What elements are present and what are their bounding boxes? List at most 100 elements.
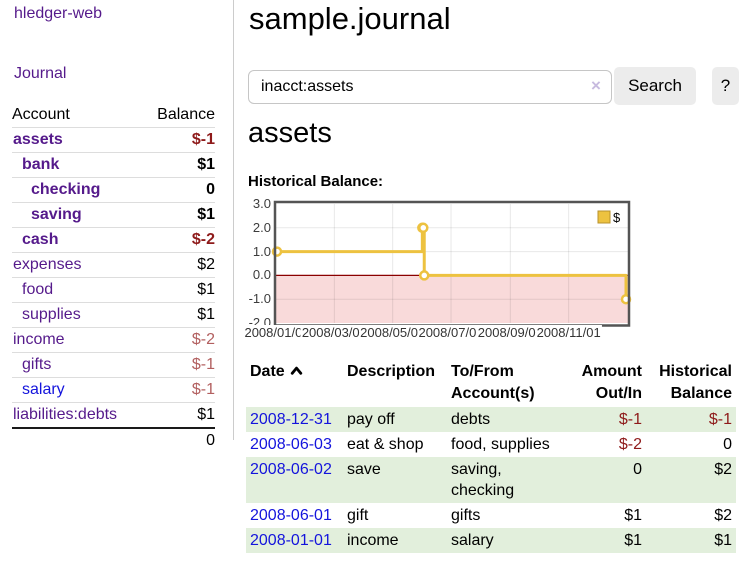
account-link[interactable]: supplies <box>22 306 81 323</box>
accounts-cell: saving, checking <box>451 461 515 499</box>
balance-cell: $2 <box>714 461 732 478</box>
x-axis-tick-label: 2008/09/01 <box>476 325 544 340</box>
search-input[interactable] <box>248 70 612 104</box>
account-link[interactable]: bank <box>22 156 60 173</box>
balance-cell: $1 <box>714 532 732 549</box>
y-axis-tick-label: 1.0 <box>252 243 271 259</box>
account-balance: $-2 <box>191 231 215 248</box>
register-row: 2008-12-31 pay off debts $-1 $-1 <box>246 407 736 432</box>
balance-cell: $2 <box>714 507 732 524</box>
accounts-header-account: Account <box>12 106 70 123</box>
account-balance: $-1 <box>191 381 215 398</box>
column-header-date[interactable]: Date <box>246 359 343 407</box>
chart-canvas: $ <box>271 200 632 327</box>
account-row: salary $-1 <box>12 377 215 402</box>
description-cell: income <box>347 532 399 549</box>
account-balance: $-2 <box>191 331 215 348</box>
y-axis-tick-label: 3.0 <box>252 196 271 211</box>
column-header-accounts: To/From Account(s) <box>451 363 535 402</box>
chart-title: Historical Balance: <box>248 173 384 190</box>
accounts-table-header: Account Balance <box>12 103 215 127</box>
account-link[interactable]: assets <box>13 131 63 148</box>
account-balance: $2 <box>197 256 215 273</box>
accounts-cell: gifts <box>451 507 481 524</box>
y-axis-tick-label: 0.0 <box>252 267 271 283</box>
help-button[interactable]: ? <box>712 67 739 105</box>
transaction-date-link[interactable]: 2008-12-31 <box>250 411 332 428</box>
amount-cell: $-1 <box>618 411 642 428</box>
balance-cell: $-1 <box>708 411 732 428</box>
account-row: gifts $-1 <box>12 352 215 377</box>
account-link[interactable]: saving <box>31 206 82 223</box>
account-link[interactable]: food <box>22 281 54 298</box>
accounts-cell: salary <box>451 532 494 549</box>
account-link[interactable]: income <box>13 331 65 348</box>
register-row: 2008-01-01 income salary $1 $1 <box>246 528 736 553</box>
register-header-row: Date Description To/From Account(s) Amou… <box>246 359 736 407</box>
sidebar-item-journal[interactable]: Journal <box>14 65 67 82</box>
register-row: 2008-06-03 eat & shop food, supplies $-2 0 <box>246 432 736 457</box>
accounts-header-balance: Balance <box>157 106 215 123</box>
amount-cell: $-2 <box>618 436 642 453</box>
x-axis-tick-label: 2008/03/01 <box>300 325 368 340</box>
amount-cell: $1 <box>624 532 642 549</box>
account-link[interactable]: salary <box>22 381 65 398</box>
transaction-date-link[interactable]: 2008-06-01 <box>250 507 332 524</box>
column-header-description: Description <box>347 363 436 380</box>
account-row: checking 0 <box>12 177 215 202</box>
accounts-cell: food, supplies <box>451 436 550 453</box>
column-header-amount: Amount Out/In <box>581 363 642 402</box>
page-title: sample.journal <box>249 1 451 36</box>
y-axis-tick-label: -1.0 <box>248 291 271 307</box>
account-row: expenses $2 <box>12 252 215 277</box>
account-link[interactable]: checking <box>31 181 101 198</box>
account-link[interactable]: cash <box>22 231 59 248</box>
account-row: bank $1 <box>12 152 215 177</box>
account-balance: $1 <box>197 281 215 298</box>
x-axis-tick-label: 2008/07/01 <box>417 325 485 340</box>
app-title-link[interactable]: hledger-web <box>14 5 103 22</box>
transaction-date-link[interactable]: 2008-06-03 <box>250 436 332 453</box>
clear-search-icon[interactable]: × <box>591 76 601 95</box>
account-row: saving $1 <box>12 202 215 227</box>
register-row: 2008-06-01 gift gifts $1 $2 <box>246 503 736 528</box>
historical-balance-chart: $ -2.0 -1.0 0.0 1.0 2.0 3.0 2008/01/01 2008/03/0… <box>240 196 742 350</box>
sidebar-divider <box>233 0 234 440</box>
description-cell: gift <box>347 507 369 524</box>
y-axis-tick-label: 2.0 <box>252 219 271 235</box>
account-heading: assets <box>248 117 332 149</box>
column-header-balance: Historical Balance <box>659 363 732 402</box>
account-link[interactable]: gifts <box>22 356 52 373</box>
account-row: cash $-2 <box>12 227 215 252</box>
account-row: assets $-1 <box>12 127 215 152</box>
account-balance: $1 <box>197 406 215 423</box>
balance-cell: 0 <box>723 436 732 453</box>
account-balance: $1 <box>197 156 215 173</box>
transaction-date-link[interactable]: 2008-06-02 <box>250 461 332 478</box>
register-row: 2008-06-02 save saving, checking 0 $2 <box>246 457 736 503</box>
account-row: liabilities:debts $1 <box>12 402 215 427</box>
accounts-table: Account Balance assets $-1 bank $1 checking 0… <box>12 103 215 453</box>
account-link[interactable]: liabilities:debts <box>13 406 118 423</box>
x-axis-tick-label: 2008/05/01 <box>359 325 427 340</box>
account-balance: $1 <box>197 306 215 323</box>
amount-cell: $1 <box>624 507 642 524</box>
account-row: supplies $1 <box>12 302 215 327</box>
account-balance: $-1 <box>191 356 215 373</box>
account-balance: $-1 <box>191 131 215 148</box>
date-header-label: Date <box>250 363 285 380</box>
svg-text:$: $ <box>613 210 621 225</box>
search-button[interactable]: Search <box>614 67 696 105</box>
x-axis-tick-label: 2008/11/01 <box>535 325 602 340</box>
account-balance: $1 <box>197 206 215 223</box>
transaction-date-link[interactable]: 2008-01-01 <box>250 532 332 549</box>
main-panel: sample.journal × Search ? assets Histori… <box>240 0 742 582</box>
x-axis-tick-label: 2008/01/01 <box>243 325 311 340</box>
sort-ascending-icon <box>290 366 302 375</box>
accounts-total-row: 0 <box>12 427 215 453</box>
description-cell: pay off <box>347 411 395 428</box>
account-link[interactable]: expenses <box>13 256 82 273</box>
account-balance: 0 <box>206 181 215 198</box>
description-cell: eat & shop <box>347 436 424 453</box>
register-table: Date Description To/From Account(s) Amou… <box>246 359 736 553</box>
